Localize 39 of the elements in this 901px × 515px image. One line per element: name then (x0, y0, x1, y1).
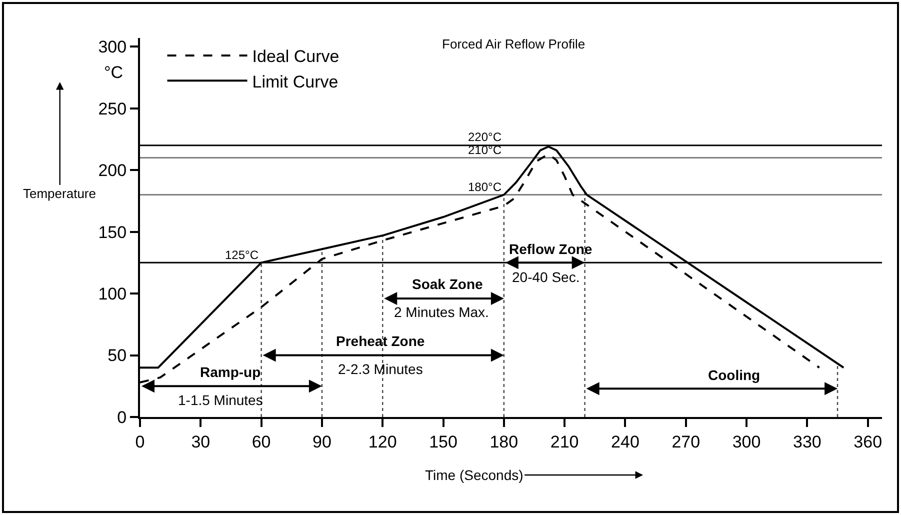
annotation: Cooling (708, 367, 760, 383)
legend-label: Ideal Curve (252, 47, 340, 66)
annotation: 20-40 Sec. (512, 269, 580, 285)
x-tick-label: 90 (312, 432, 332, 452)
x-axis-title: Time (Seconds) (425, 467, 524, 483)
annotation: 1-1.5 Minutes (178, 392, 263, 408)
x-tick-label: 210 (550, 432, 579, 452)
x-tick-label: 330 (793, 432, 822, 452)
y-tick-label: 100 (98, 284, 127, 304)
y-tick-label: 300 (98, 38, 127, 57)
x-tick-label: 60 (252, 432, 271, 452)
x-tick-label: 270 (672, 432, 700, 452)
x-tick-label: 360 (854, 432, 882, 452)
y-axis-title: Temperature (23, 186, 96, 201)
ref-line-label: 220°C (468, 130, 502, 144)
annotation: 2-2.3 Minutes (338, 361, 423, 377)
annotation: Preheat Zone (336, 333, 425, 349)
y-tick-label: 150 (98, 222, 127, 242)
y-tick-label: 250 (98, 99, 127, 118)
ref-line-label: 125°C (225, 248, 259, 262)
x-tick-label: 240 (611, 432, 640, 452)
x-tick-label: 120 (368, 432, 397, 452)
legend-label: Limit Curve (252, 72, 338, 92)
chart-title: Forced Air Reflow Profile (442, 36, 586, 52)
y-tick-label: 50 (108, 346, 127, 366)
x-tick-label: 0 (135, 432, 145, 452)
ref-line-label: 210°C (468, 143, 502, 157)
annotation: Ramp-up (200, 364, 261, 380)
y-tick-label: 200 (98, 161, 127, 180)
annotation: Reflow Zone (509, 241, 592, 257)
ref-line-label: 180°C (468, 180, 502, 194)
text: °C (104, 63, 124, 82)
annotation: Soak Zone (412, 276, 484, 292)
x-tick-label: 150 (429, 432, 458, 452)
x-tick-label: 180 (490, 432, 518, 452)
annotation: 2 Minutes Max. (394, 304, 489, 320)
y-tick-label: 0 (117, 408, 127, 427)
x-tick-label: 300 (732, 432, 761, 452)
x-tick-label: 30 (191, 432, 210, 452)
